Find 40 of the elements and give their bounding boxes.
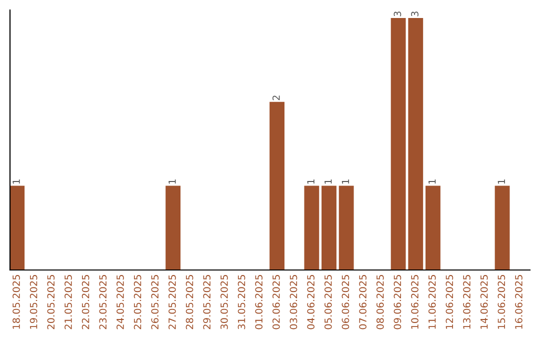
x-tick-label: 29.05.2025 [203,275,211,330]
x-tick-label: 04.06.2025 [307,275,314,330]
x-tick-label: 22.05.2025 [82,275,90,330]
data-label: 1 [324,179,332,184]
x-tick-label: 28.05.2025 [186,275,194,330]
data-label: 3 [394,12,402,16]
data-label: 1 [12,179,20,184]
x-tick-label: 24.05.2025 [116,275,124,330]
data-label: 1 [498,179,505,184]
data-label: 1 [428,179,436,184]
x-tick-label: 05.06.2025 [324,275,332,330]
x-tick-label: 30.05.2025 [220,275,228,330]
x-tick-label: 12.06.2025 [446,275,454,329]
data-label: 1 [307,179,314,184]
x-tick-label: 27.05.2025 [168,275,176,330]
x-tick-label: 09.06.2025 [394,275,402,330]
x-tick-label: 03.06.2025 [290,275,298,330]
x-tick-label: 01.06.2025 [255,275,263,330]
x-tick-label: 11.06.2025 [428,275,436,329]
data-label: 1 [168,179,176,184]
x-tick-label: 15.06.2025 [498,275,506,329]
data-label: 2 [272,96,280,100]
x-tick-label: 20.05.2025 [47,275,55,330]
data-label: 3 [411,12,418,16]
data-label: 1 [342,179,350,184]
x-tick-label: 31.05.2025 [238,275,246,330]
x-tick-label: 14.06.2025 [480,275,488,329]
x-tick-label: 10.06.2025 [411,275,418,329]
x-tick-label: 13.06.2025 [463,275,470,329]
x-tick-label: 02.06.2025 [272,275,280,330]
x-tick-label: 26.05.2025 [151,275,159,330]
x-tick-label: 08.06.2025 [376,275,384,330]
x-tick-label: 25.05.2025 [134,275,142,330]
x-tick-label: 07.06.2025 [359,275,366,330]
x-tick-label: 21.05.2025 [64,275,72,330]
x-tick-label: 23.05.2025 [99,275,107,330]
x-tick-label: 18.05.2025 [12,275,20,329]
x-tick-label: 06.06.2025 [342,275,350,330]
x-tick-label: 16.06.2025 [515,275,522,329]
x-tick-label: 19.05.2025 [30,275,38,329]
